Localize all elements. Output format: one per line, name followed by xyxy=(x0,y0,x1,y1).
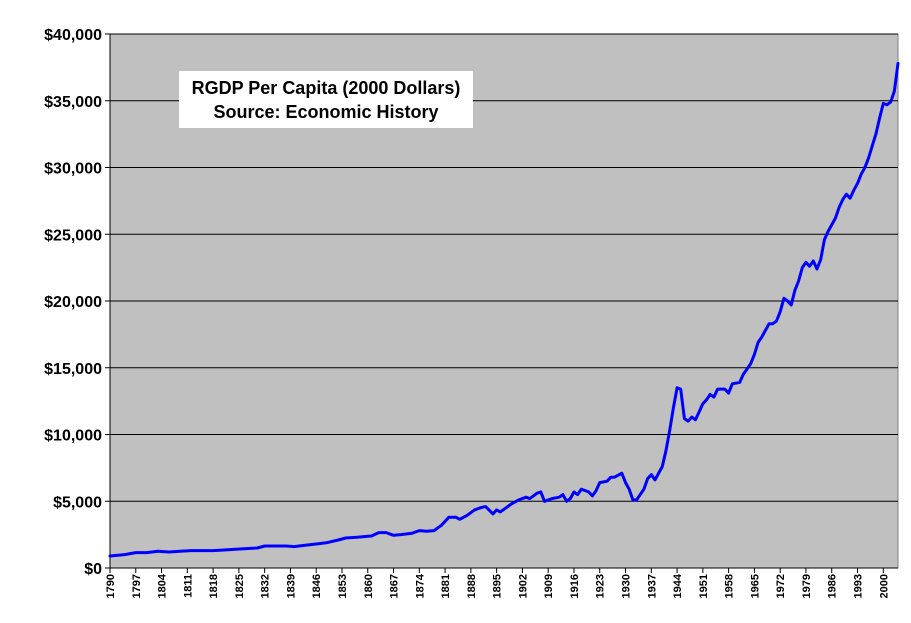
x-tick-label: 1860 xyxy=(363,574,375,598)
x-tick-label: 1888 xyxy=(466,574,478,598)
y-tick-label: $40,000 xyxy=(44,27,102,44)
x-tick-label: 1832 xyxy=(260,574,272,598)
x-tick-label: 1839 xyxy=(285,574,297,598)
y-tick-label: $10,000 xyxy=(44,428,102,445)
chart-title-box: RGDP Per Capita (2000 Dollars) Source: E… xyxy=(179,71,473,128)
x-tick-label: 1958 xyxy=(724,574,736,598)
x-tick-label: 1937 xyxy=(646,574,658,598)
chart-subtitle: Source: Economic History xyxy=(213,102,439,122)
x-tick-label: 1797 xyxy=(131,574,143,598)
x-tick-label: 1965 xyxy=(749,574,761,598)
x-tick-label: 1790 xyxy=(105,574,117,598)
chart-title: RGDP Per Capita (2000 Dollars) xyxy=(191,78,461,98)
x-tick-label: 1895 xyxy=(492,574,504,598)
x-tick-label: 1825 xyxy=(234,574,246,598)
series-line-rgdp xyxy=(108,61,900,558)
x-tick-label: 2000 xyxy=(878,574,890,598)
y-tick-label: $25,000 xyxy=(44,227,102,244)
x-tick-label: 1867 xyxy=(389,574,401,598)
x-tick-label: 1972 xyxy=(775,574,787,598)
x-tick-label: 1818 xyxy=(208,574,220,598)
x-tick-label: 1986 xyxy=(827,574,839,598)
x-tick-label: 1923 xyxy=(595,574,607,598)
x-tick-label: 1846 xyxy=(311,574,323,598)
y-tick-label: $5,000 xyxy=(53,494,102,511)
y-tick-label: $20,000 xyxy=(44,294,102,311)
y-tick-label: $0 xyxy=(84,561,102,578)
x-axis-ticks: 1790 1797 1804 1811 1818 1825 1832 1839 1846 1853… xyxy=(105,568,890,598)
y-axis-ticks: $0 $5,000 $10,000 $15,000 $20,000 $25,000 $30,… xyxy=(44,27,110,578)
x-tick-label: 1804 xyxy=(157,573,169,598)
x-tick-label: 1853 xyxy=(337,574,349,598)
gridlines xyxy=(110,33,898,502)
x-tick-label: 1944 xyxy=(672,573,684,598)
x-tick-label: 1916 xyxy=(569,574,581,598)
x-tick-label: 1909 xyxy=(543,574,555,598)
y-tick-label: $35,000 xyxy=(44,94,102,111)
x-tick-label: 1874 xyxy=(414,573,426,598)
x-tick-label: 1902 xyxy=(517,574,529,598)
x-tick-label: 1951 xyxy=(698,574,710,598)
y-tick-label: $15,000 xyxy=(44,361,102,378)
x-tick-label: 1881 xyxy=(440,574,452,598)
y-tick-label: $30,000 xyxy=(44,161,102,178)
x-tick-label: 1811 xyxy=(182,574,194,598)
x-tick-label: 1979 xyxy=(801,574,813,598)
x-tick-label: 1993 xyxy=(852,574,864,598)
x-tick-label: 1930 xyxy=(621,574,633,598)
